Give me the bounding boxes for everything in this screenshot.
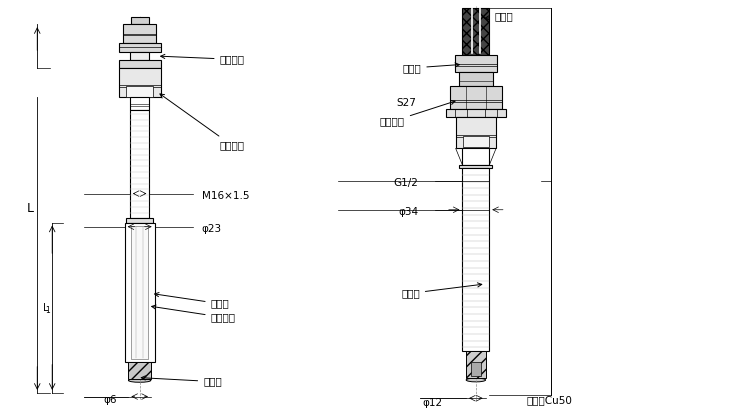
Bar: [130, 98, 149, 110]
Text: L: L: [27, 202, 34, 215]
Text: 屏蔽线: 屏蔽线: [485, 11, 513, 21]
Bar: [463, 8, 489, 55]
Bar: [471, 362, 481, 376]
Bar: [460, 165, 492, 168]
Bar: [130, 52, 149, 60]
Text: φ23: φ23: [202, 224, 222, 234]
Text: 航空插件: 航空插件: [160, 54, 244, 64]
Text: M16×1.5: M16×1.5: [202, 191, 249, 201]
Bar: [118, 60, 160, 68]
Bar: [130, 17, 148, 24]
Text: 保护管: 保护管: [154, 293, 230, 309]
Text: 保护管: 保护管: [401, 283, 482, 298]
Text: 固定螺丝: 固定螺丝: [380, 100, 455, 126]
Text: S27: S27: [396, 98, 416, 108]
Bar: [128, 362, 151, 379]
Text: φ6: φ6: [103, 395, 116, 405]
Bar: [466, 352, 485, 378]
Ellipse shape: [128, 379, 151, 382]
Text: 固定螺丝: 固定螺丝: [160, 94, 244, 151]
Bar: [456, 117, 496, 148]
Bar: [124, 223, 154, 362]
Text: 测量端Cu50: 测量端Cu50: [526, 395, 572, 405]
Bar: [126, 218, 153, 223]
Bar: [463, 168, 489, 352]
Bar: [464, 136, 488, 147]
Text: 1: 1: [45, 306, 50, 315]
Bar: [126, 86, 153, 97]
Text: L: L: [43, 303, 48, 313]
Bar: [123, 24, 156, 43]
Bar: [131, 226, 148, 359]
Bar: [118, 43, 160, 52]
Text: 测量端: 测量端: [141, 376, 222, 387]
Text: 绝缘套管: 绝缘套管: [152, 305, 236, 322]
Bar: [463, 148, 489, 165]
Bar: [450, 86, 502, 109]
Text: 保护帽: 保护帽: [403, 63, 459, 73]
Bar: [455, 55, 497, 72]
Bar: [459, 72, 493, 86]
Ellipse shape: [466, 378, 485, 382]
Bar: [446, 109, 506, 117]
Text: φ12: φ12: [422, 398, 442, 408]
Text: φ34: φ34: [398, 207, 418, 217]
Bar: [118, 68, 160, 98]
Bar: [130, 110, 149, 218]
Text: G1/2: G1/2: [394, 178, 418, 188]
